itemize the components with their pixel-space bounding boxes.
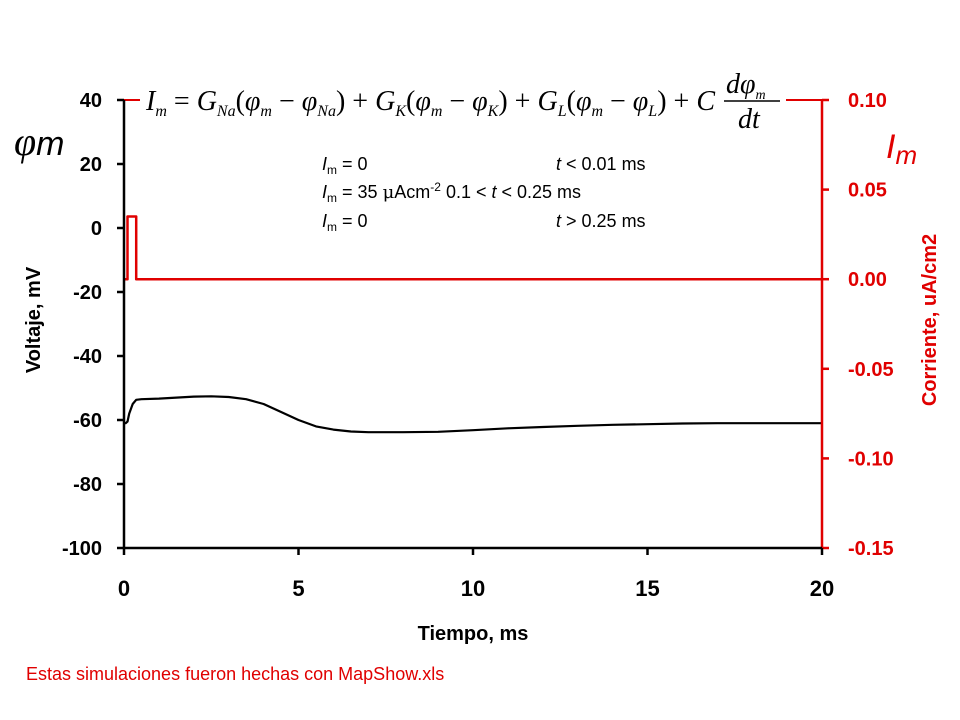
y-tick-label: 40 (80, 90, 102, 112)
x-tick-label: 20 (810, 576, 834, 601)
x-tick-label: 10 (461, 576, 485, 601)
equation-denominator: dt (738, 104, 761, 135)
stimulus-annotation: Im = 0 t < 0.01 ms Im = 35 μAcm-2 0.1 < … (322, 154, 646, 234)
current-series-line (124, 215, 822, 281)
y2-tick-label: -0.05 (848, 359, 894, 381)
y-tick-label: 20 (80, 154, 102, 176)
y-tick-label: -60 (73, 410, 102, 432)
stim-line-2: Im = 35 μAcm-2 0.1 < t < 0.25 ms (322, 180, 581, 205)
y-tick-label: -100 (62, 538, 102, 560)
y-tick-label: -80 (73, 474, 102, 496)
stim-line-3-condition: t > 0.25 ms (556, 211, 646, 231)
equation: Im = GNa(φm − φNa) + GK(φm − φK) + GL(φm… (124, 69, 822, 135)
x-axis-label: Tiempo, ms (418, 623, 529, 645)
phi-m-label: φm (14, 119, 64, 164)
axes-layer: 40 20 0 -20 -40 -60 -80 -100 0.10 0.05 0.00 -0.05 -0… (62, 90, 894, 601)
stim-line-1-condition: t < 0.01 ms (556, 154, 646, 174)
stim-line-3: Im = 0 (322, 211, 368, 234)
im-label: Im (886, 128, 917, 170)
series-layer (124, 215, 822, 434)
footer-note: Estas simulaciones fueron hechas con Map… (26, 664, 445, 684)
y2-tick-label: 0.10 (848, 90, 887, 112)
y2-tick-label: 0.05 (848, 180, 887, 202)
equation-text: Im = GNa(φm − φNa) + GK(φm − φK) + GL(φm… (145, 86, 715, 120)
y-axis-label: Voltaje, mV (23, 266, 45, 373)
y-tick-label: -40 (73, 346, 102, 368)
x-tick-label: 5 (292, 576, 304, 601)
voltage-series-line (124, 395, 822, 434)
stim-line-1: Im = 0 (322, 154, 368, 177)
y2-tick-label: -0.10 (848, 448, 894, 470)
y-tick-label: 0 (91, 218, 102, 240)
y-tick-label: -20 (73, 282, 102, 304)
x-tick-label: 15 (635, 576, 659, 601)
y2-tick-label: -0.15 (848, 538, 894, 560)
y2-axis-label: Corriente, uA/cm2 (919, 234, 941, 406)
x-tick-label: 0 (118, 576, 130, 601)
y2-tick-label: 0.00 (848, 269, 887, 291)
equation-numerator: dφm (726, 69, 766, 103)
